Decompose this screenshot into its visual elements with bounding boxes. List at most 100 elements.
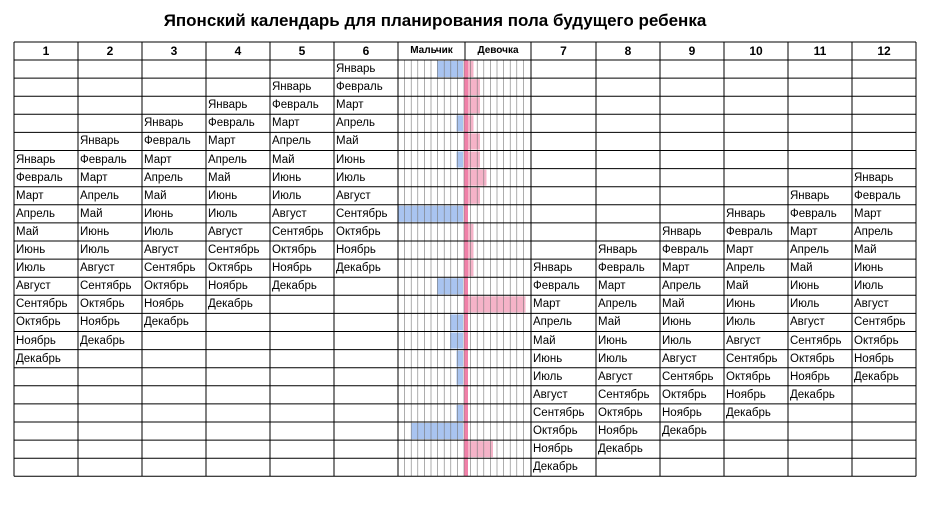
month-cell: Июнь [144, 207, 174, 220]
month-cell: Сентябрь [272, 225, 324, 238]
month-cell: Февраль [726, 225, 773, 238]
month-cell: Июль [144, 225, 174, 238]
month-cell: Ноябрь [790, 370, 830, 383]
month-cell: Июнь [533, 352, 563, 365]
month-cell: Апрель [336, 117, 376, 130]
month-cell: Январь [144, 117, 184, 130]
month-cell: Январь [662, 225, 702, 238]
month-cell: Апрель [80, 189, 120, 202]
month-cell: Май [854, 244, 877, 256]
month-cell: Апрель [533, 316, 573, 329]
month-cell: Июль [726, 316, 756, 329]
boy-bar [450, 314, 463, 331]
month-cell: Ноябрь [726, 388, 766, 401]
girl-bar [467, 441, 493, 458]
month-cell: Март [272, 117, 300, 130]
boy-bar [450, 332, 463, 349]
month-cell: Декабрь [272, 280, 317, 293]
boy-header: Мальчик [410, 45, 453, 56]
girl-bar [467, 61, 474, 78]
month-cell: Август [598, 370, 633, 383]
month-cell: Январь [598, 244, 638, 256]
month-cell: Июнь [16, 244, 46, 256]
month-cell: Декабрь [16, 352, 61, 365]
month-cell: Август [790, 316, 825, 329]
center-line [464, 60, 468, 477]
month-cell: Сентябрь [662, 370, 714, 383]
month-cell: Октябрь [80, 298, 125, 311]
month-cell: Август [336, 189, 371, 202]
month-cell: Апрель [16, 207, 56, 220]
month-cell: Ноябрь [533, 443, 573, 456]
month-cell: Сентябрь [16, 298, 68, 311]
page-title: Японский календарь для планирования пола… [163, 11, 707, 30]
month-cell: Декабрь [80, 334, 125, 347]
month-cell: Сентябрь [533, 406, 585, 419]
month-cell: Август [16, 280, 51, 293]
girl-header: Девочка [477, 45, 519, 56]
month-cell: Ноябрь [598, 425, 638, 437]
month-cell: Сентябрь [726, 352, 778, 365]
column-header-10: 10 [749, 44, 763, 58]
month-cell: Декабрь [726, 406, 771, 419]
month-cell: Май [144, 189, 167, 202]
month-cell: Сентябрь [80, 280, 132, 293]
month-cell: Май [533, 334, 556, 347]
month-cell: Май [790, 262, 813, 275]
month-cell: Октябрь [533, 425, 578, 437]
month-cell: Июнь [336, 153, 366, 166]
month-cell: Февраль [272, 99, 319, 112]
month-cell: Июнь [790, 280, 820, 293]
month-cell: Июнь [598, 334, 628, 347]
month-cell: Ноябрь [144, 298, 184, 311]
month-cell: Декабрь [533, 461, 578, 474]
month-cell: Май [662, 298, 685, 311]
month-cell: Июль [16, 262, 46, 275]
month-cell: Октябрь [144, 280, 189, 293]
month-cell: Февраль [598, 262, 645, 275]
month-cell: Октябрь [336, 225, 381, 238]
month-cell: Октябрь [208, 262, 253, 275]
month-cell: Ноябрь [208, 280, 248, 293]
month-cell: Июнь [854, 262, 884, 275]
girl-bar [467, 151, 480, 168]
month-cell: Октябрь [726, 370, 771, 383]
column-header-1: 1 [42, 44, 50, 58]
month-cell: Октябрь [790, 352, 835, 365]
month-cell: Август [144, 244, 179, 256]
boy-bar [437, 278, 463, 295]
month-cell: Май [16, 225, 39, 238]
month-cell: Июль [854, 280, 884, 293]
month-cell: Июль [533, 370, 563, 383]
month-cell: Февраль [208, 117, 255, 130]
girl-bar [467, 187, 480, 204]
month-cell: Апрель [790, 244, 830, 256]
month-cell: Апрель [208, 153, 248, 166]
month-cell: Май [80, 207, 103, 220]
column-header-5: 5 [298, 44, 306, 58]
month-cell: Апрель [662, 280, 702, 293]
boy-bar [411, 423, 463, 440]
month-cell: Январь [16, 153, 56, 166]
girl-bar [467, 223, 474, 240]
month-cell: Август [80, 262, 115, 275]
column-header-3: 3 [170, 44, 178, 58]
month-cell: Октябрь [854, 334, 899, 347]
month-cell: Июль [336, 171, 366, 184]
column-header-7: 7 [560, 44, 567, 58]
month-cell: Сентябрь [598, 388, 650, 401]
month-cell: Июль [272, 189, 302, 202]
month-cell: Август [662, 352, 697, 365]
month-cell: Май [272, 153, 295, 166]
month-cell: Ноябрь [854, 352, 894, 365]
month-cell: Декабрь [662, 425, 707, 437]
month-cell: Ноябрь [272, 262, 312, 275]
girl-bar [467, 169, 487, 186]
girl-bar [467, 260, 474, 277]
month-cell: Июнь [726, 298, 756, 311]
boy-bar [456, 404, 463, 421]
month-cell: Декабрь [208, 298, 253, 311]
month-cell: Март [533, 298, 561, 311]
month-cell: Март [144, 153, 172, 166]
